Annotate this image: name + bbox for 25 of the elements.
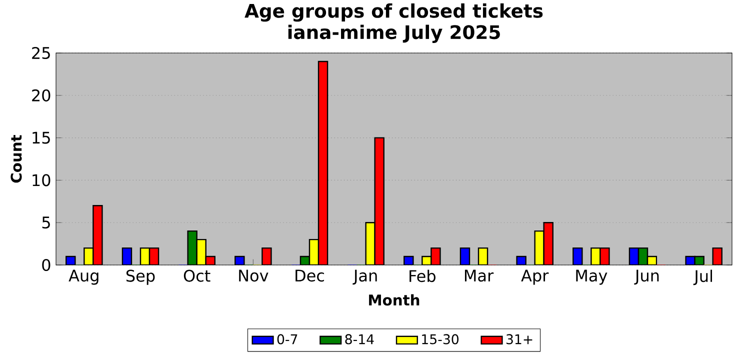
x-tick-label: Mar bbox=[464, 270, 494, 282]
y-tick-label: 20 bbox=[32, 89, 50, 102]
x-tick-label: Oct bbox=[184, 270, 210, 282]
x-tick-label: Jun bbox=[634, 270, 659, 285]
x-tick-label: Dec bbox=[296, 270, 324, 282]
x-tick-label: Apr bbox=[521, 270, 549, 285]
y-tick-label: 10 bbox=[32, 174, 50, 186]
legend-label: 8-14 bbox=[345, 334, 374, 344]
chart-title: Age groups of closed tickets iana-mime July 2025 bbox=[244, 3, 543, 43]
x-tick-label: May bbox=[576, 270, 608, 285]
x-tick-label: Jan bbox=[352, 270, 377, 285]
x-tick-label: Jul bbox=[693, 270, 712, 286]
legend-label: 31+ bbox=[506, 334, 532, 344]
x-axis-title: Month bbox=[369, 294, 420, 306]
x-tick-label: Feb bbox=[410, 270, 436, 282]
legend-label: 15-30 bbox=[422, 334, 459, 344]
y-tick-label: 25 bbox=[32, 46, 50, 60]
y-tick-label: 0 bbox=[42, 258, 50, 272]
x-tick-label: Sep bbox=[126, 270, 155, 285]
x-tick-label: Nov bbox=[239, 270, 268, 282]
y-tick-label: 15 bbox=[32, 132, 50, 144]
y-axis-title: Count bbox=[10, 134, 22, 183]
x-tick-label: Aug bbox=[68, 270, 98, 285]
y-tick-label: 5 bbox=[42, 216, 50, 229]
legend-label: 0-7 bbox=[277, 334, 298, 344]
